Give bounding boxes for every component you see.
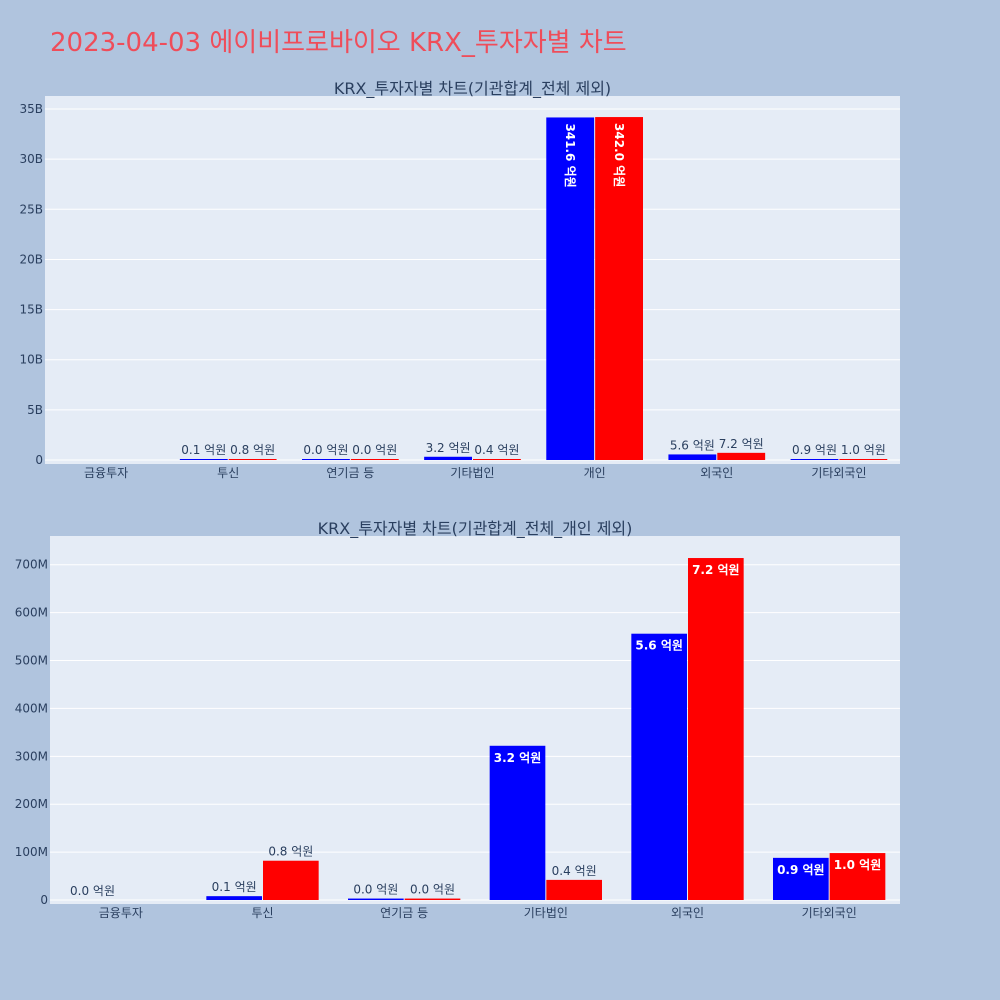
x-tick-label: 금융투자: [84, 466, 128, 480]
y-tick-label: 25B: [19, 202, 43, 216]
data-label: 0.0 억원: [303, 443, 348, 457]
x-tick-label: 기타외국인: [811, 466, 866, 480]
data-label: 3.2 억원: [494, 751, 542, 765]
data-label: 342.0 억원: [612, 123, 626, 187]
y-tick-label: 10B: [19, 353, 43, 367]
x-tick-label: 외국인: [700, 466, 733, 480]
data-label: 1.0 억원: [834, 858, 882, 872]
data-label: 0.9 억원: [792, 443, 837, 457]
y-tick-label: 200M: [15, 797, 48, 811]
data-label: 0.8 억원: [268, 845, 313, 859]
plot-area: [45, 96, 900, 464]
y-tick-label: 100M: [15, 845, 48, 859]
chart-title: KRX_투자자별 차트(기관합계_전체 제외): [334, 79, 611, 99]
x-tick-label: 기타법인: [450, 466, 494, 480]
bar: [790, 459, 839, 460]
bar: [489, 745, 546, 900]
x-tick-label: 연기금 등: [380, 906, 428, 920]
bar: [839, 459, 888, 460]
bar: [546, 879, 602, 900]
y-tick-label: 35B: [19, 102, 43, 116]
bar: [424, 456, 472, 460]
bar: [829, 853, 886, 900]
y-tick-label: 30B: [19, 152, 43, 166]
data-label: 0.1 억원: [212, 880, 257, 894]
data-label: 5.6 억원: [670, 438, 715, 452]
data-label: 0.4 억원: [552, 864, 597, 878]
x-tick-label: 개인: [584, 466, 606, 480]
bar: [473, 459, 521, 460]
data-label: 0.0 억원: [410, 883, 455, 897]
y-tick-label: 0: [40, 893, 48, 907]
y-tick-label: 300M: [15, 749, 48, 763]
data-label: 7.2 억원: [692, 563, 740, 577]
bar: [348, 898, 404, 900]
bar: [302, 459, 350, 460]
bar: [179, 459, 228, 460]
y-tick-label: 700M: [15, 558, 48, 572]
bar: [228, 459, 277, 460]
data-label: 0.0 억원: [70, 884, 115, 898]
bar: [717, 452, 766, 460]
data-label: 3.2 억원: [426, 441, 471, 455]
page-title: 2023-04-03 에이비프로바이오 KRX_투자자별 차트: [50, 28, 627, 58]
y-tick-label: 15B: [19, 303, 43, 317]
x-tick-label: 기타외국인: [802, 906, 857, 920]
x-tick-label: 투신: [217, 466, 239, 480]
y-tick-label: 5B: [27, 403, 43, 417]
bar: [668, 454, 717, 460]
chart-title: KRX_투자자별 차트(기관합계_전체_개인 제외): [318, 519, 633, 539]
y-tick-label: 600M: [15, 606, 48, 620]
bar: [206, 896, 262, 900]
bar: [350, 459, 399, 460]
y-tick-label: 400M: [15, 701, 48, 715]
y-tick-label: 500M: [15, 654, 48, 668]
bar: [631, 633, 687, 900]
x-tick-label: 금융투자: [99, 906, 143, 920]
data-label: 0.1 억원: [181, 443, 226, 457]
data-label: 5.6 억원: [635, 639, 683, 653]
chart-1: 0 5B 10B 15B 20B 25B 30B 35B KRX_투자자별 차트(기관합계_전체…: [19, 79, 900, 480]
chart-2: 0 100M 200M 300M 400M 500M 600M 700M KRX_투자자별 차트…: [15, 519, 900, 920]
data-label: 0.0 억원: [353, 883, 398, 897]
y-tick-label: 0: [35, 453, 43, 467]
bar: [773, 857, 829, 900]
bar: [263, 860, 319, 900]
bar: [546, 117, 595, 460]
data-label: 0.0 억원: [352, 443, 397, 457]
data-label: 7.2 억원: [719, 437, 764, 451]
data-label: 1.0 억원: [841, 443, 886, 457]
data-label: 0.9 억원: [777, 863, 825, 877]
bar: [688, 558, 744, 900]
x-tick-label: 기타법인: [524, 906, 568, 920]
bar: [404, 898, 461, 900]
data-label: 341.6 억원: [563, 123, 577, 187]
y-tick-label: 20B: [19, 252, 43, 266]
bar: [595, 117, 643, 460]
plot-area: [50, 536, 900, 904]
x-tick-label: 투신: [251, 906, 273, 920]
data-label: 0.4 억원: [474, 443, 519, 457]
x-tick-label: 연기금 등: [326, 466, 374, 480]
data-label: 0.8 억원: [230, 443, 275, 457]
x-tick-label: 외국인: [671, 906, 704, 920]
